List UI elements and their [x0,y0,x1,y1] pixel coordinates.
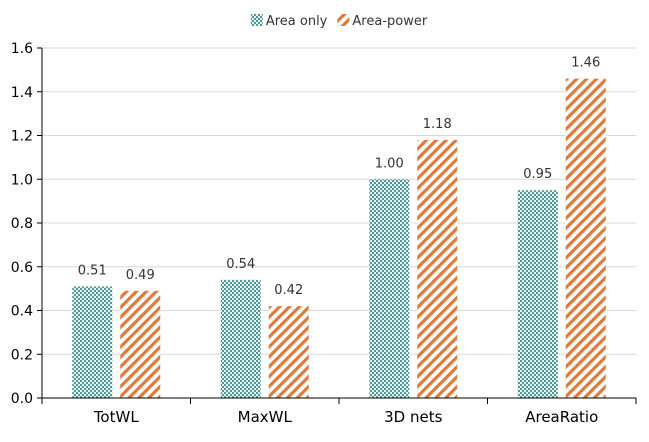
legend-swatch [337,14,350,26]
data-label: 1.00 [375,156,404,171]
data-label: 1.46 [571,56,600,71]
bar [220,279,261,398]
y-tick-label: 0.8 [11,216,33,232]
legend-label: Area only [266,14,328,29]
bar [369,179,410,398]
y-tick-label: 0.4 [11,304,33,320]
data-label: 0.95 [523,167,552,182]
y-tick-label: 0.0 [11,391,33,407]
bar [120,290,161,398]
legend-swatch [250,14,263,26]
y-tick-label: 0.2 [11,347,33,363]
data-label: 0.42 [274,283,303,298]
legend: Area only Area-power [250,14,428,29]
bar [268,306,309,398]
y-tick-label: 1.2 [11,129,33,145]
data-label: 0.54 [226,257,255,272]
x-tick-label: 3D nets [384,408,442,426]
bars: 0.51 0.49 0.54 0.42 1.00 1.18 0.95 1.46 [72,56,606,398]
x-tick-label: TotWL [93,408,140,426]
legend-label: Area-power [352,14,427,29]
y-tick-label: 1.6 [11,41,33,57]
axes: 0.0 0.2 0.4 0.6 0.8 1.0 1.2 1.4 1.6 TotWL MaxWL 3D … [11,41,637,426]
bar [72,286,113,398]
bar [417,139,458,398]
data-label: 1.18 [423,117,452,132]
x-tick-label: MaxWL [238,408,293,426]
y-tick-label: 1.0 [11,172,33,188]
y-tick-label: 0.6 [11,260,33,276]
data-label: 0.49 [126,268,155,283]
data-label: 0.51 [78,263,107,278]
y-tick-label: 1.4 [11,85,33,101]
x-tick-label: AreaRatio [525,408,598,426]
bar [565,78,606,398]
bar [517,190,558,398]
